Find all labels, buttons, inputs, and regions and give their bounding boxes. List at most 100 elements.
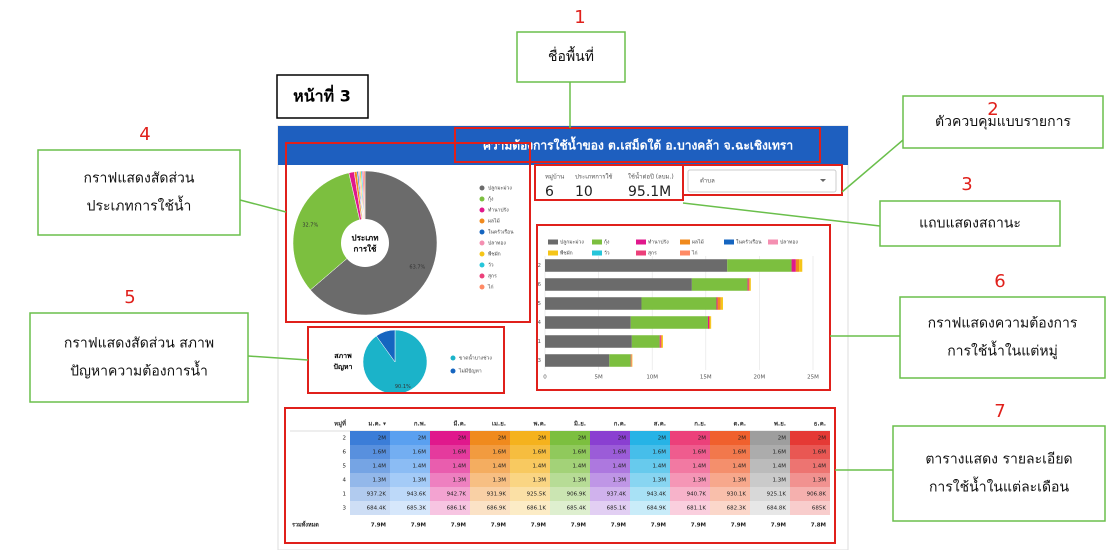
dashboard-header	[278, 126, 848, 165]
legend-swatch	[479, 251, 485, 257]
scorecard-label: ใช้น้ำต่อปี (ลบม.)	[628, 171, 674, 181]
table-total: 7.9M	[491, 523, 506, 529]
bar-segment	[631, 354, 633, 367]
legend-label: ผลไม้	[488, 218, 500, 225]
legend-label: กุ้ง	[604, 239, 610, 246]
table-cell-text: 1.3M	[493, 478, 507, 484]
table-cell-text: 930.1K	[727, 492, 747, 498]
callout-box	[879, 200, 1061, 247]
highlight-box	[536, 224, 831, 391]
bar-segment	[641, 297, 717, 310]
callout-connector	[841, 139, 904, 193]
table-cell-text: 685.4K	[567, 506, 587, 512]
callout-text: กราฟแสดงสัดส่วน	[84, 171, 195, 187]
y-tick-label: 3	[538, 358, 542, 364]
legend-label: ขาดน้ำบางช่วง	[459, 353, 492, 362]
callout-text: การใช้น้ำในแต่ละเดือน	[929, 477, 1070, 496]
table-cell	[510, 431, 550, 445]
bar-segment	[727, 259, 792, 272]
table-cell-text: 1.6M	[453, 450, 467, 456]
table-cell-text: 5	[343, 464, 347, 470]
table-cell-text: 2M	[378, 436, 386, 442]
callout-text: ตัวควบคุมแบบรายการ	[935, 114, 1071, 130]
legend-swatch	[450, 355, 456, 361]
bar-segment	[791, 259, 796, 272]
legend-swatch	[636, 239, 646, 245]
table-cell	[550, 473, 590, 487]
table-cell-text: 1.3M	[373, 478, 387, 484]
table-cell	[710, 431, 750, 445]
table-cell-text: 1.3M	[653, 478, 667, 484]
table-cell-text: 1.4M	[773, 464, 787, 470]
table-cell	[590, 501, 630, 515]
legend-label: ไก่	[691, 250, 698, 257]
legend-swatch	[450, 368, 456, 374]
slice-label: 90.1%	[395, 384, 411, 390]
pie-slice	[376, 329, 396, 363]
callout-number: 4	[139, 124, 150, 145]
callout-text: กราฟแสดงสัดส่วน สภาพ	[64, 336, 214, 352]
table-cell	[470, 501, 510, 515]
table-header: ก.ย.	[694, 421, 706, 428]
callout-text: การใช้น้ำในแต่หมู่	[947, 341, 1058, 360]
callout-text: แถบแสดงสถานะ	[919, 216, 1021, 232]
callout-box	[516, 31, 626, 83]
scorecard-label: หมู่บ้าน	[545, 174, 564, 181]
bar-segment	[545, 259, 728, 272]
table-cell-text: 684.9K	[647, 506, 667, 512]
table-cell-text: 1.4M	[613, 464, 627, 470]
table-cell-text: 681.1K	[687, 506, 707, 512]
table-cell-text: 2M	[458, 436, 466, 442]
table-cell-text: 2M	[738, 436, 746, 442]
table-cell	[470, 487, 510, 501]
legend-label: วัว	[488, 263, 494, 269]
table-cell	[510, 501, 550, 515]
table-cell-text: 2M	[778, 436, 786, 442]
dropdown[interactable]	[687, 169, 837, 193]
legend-swatch	[548, 239, 558, 245]
table-header: มี.ค.	[453, 420, 466, 428]
table-cell-text: 1.6M	[373, 450, 387, 456]
callout-box	[29, 312, 249, 403]
table-cell-text: 685K	[812, 506, 826, 512]
bar-segment	[630, 354, 632, 367]
callout-box	[892, 425, 1106, 522]
callout-number: 7	[994, 401, 1005, 422]
table-cell	[630, 487, 670, 501]
table-cell	[590, 445, 630, 459]
callout-number: 3	[961, 174, 972, 195]
bar-segment	[661, 335, 663, 348]
callout-connector	[247, 355, 309, 361]
table-header: ก.ค.	[614, 421, 626, 428]
bar-segment	[659, 335, 661, 348]
callout-number: 1	[574, 7, 585, 28]
bar-segment	[630, 316, 708, 329]
table-cell-text: 686.1K	[527, 506, 547, 512]
table-cell-text: 1.6M	[653, 450, 667, 456]
pie-side-label: ปัญหา	[334, 363, 353, 371]
table-cell-text: 1.4M	[813, 464, 827, 470]
table-cell	[670, 431, 710, 445]
table-cell-text: 2M	[618, 436, 626, 442]
table-cell	[350, 445, 390, 459]
table-cell	[390, 459, 430, 473]
table-cell	[710, 459, 750, 473]
bar-segment	[707, 316, 710, 329]
legend-swatch	[768, 239, 778, 245]
table-cell	[390, 473, 430, 487]
bar-segment	[631, 354, 632, 367]
x-tick-label: 10M	[646, 375, 658, 381]
table-cell	[790, 445, 830, 459]
legend-swatch	[479, 240, 485, 246]
table-cell	[790, 459, 830, 473]
table-cell-text: 931.9K	[487, 492, 507, 498]
bar-segment	[799, 259, 803, 272]
bar-segment	[545, 297, 642, 310]
table-cell-text: 1.6M	[733, 450, 747, 456]
callout-text: ปัญหาความต้องการน้ำ	[70, 361, 208, 380]
table-cell	[430, 459, 470, 473]
table-cell	[350, 487, 390, 501]
table-total: 7.9M	[451, 523, 466, 529]
table-total: 7.9M	[731, 523, 746, 529]
table-cell	[430, 431, 470, 445]
